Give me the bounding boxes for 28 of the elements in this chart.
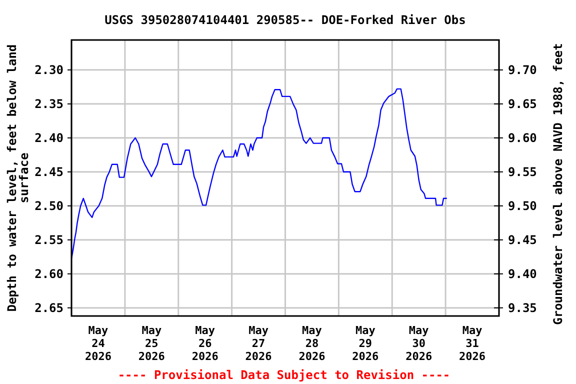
x-tick-label: May 30 2026 bbox=[406, 324, 432, 363]
y2-axis-title: Groundwater level above NAVD 1988, feet bbox=[551, 43, 565, 325]
y2-tick-label: 9.45 bbox=[508, 233, 537, 248]
x-tick-label: May 25 2026 bbox=[138, 324, 166, 363]
y2-tick-label: 9.40 bbox=[508, 267, 537, 282]
y-tick-label: 2.40 bbox=[34, 131, 64, 146]
y-tick-label: 2.35 bbox=[34, 97, 64, 112]
y-tick-label: 2.50 bbox=[34, 199, 64, 214]
y-axis-title: Depth to water level, feet below land surface bbox=[5, 44, 31, 312]
y-tick-label: 2.60 bbox=[34, 267, 64, 282]
x-tick-label: May 31 2026 bbox=[459, 324, 486, 363]
text: ---- Provisional Data Subject to Revision ---- bbox=[118, 368, 450, 382]
y-tick-label: 2.30 bbox=[34, 63, 64, 78]
x-tick-label: May 26 2026 bbox=[192, 324, 219, 363]
y-tick-label: 2.45 bbox=[34, 165, 64, 180]
x-tick-label: May 24 2026 bbox=[84, 324, 112, 363]
y-tick-label: 2.55 bbox=[34, 233, 64, 248]
chart-title: USGS 395028074104401 290585-- DOE-Forked River Obs bbox=[104, 13, 466, 27]
y2-tick-label: 9.70 bbox=[508, 63, 537, 78]
x-tick-label: May 28 2026 bbox=[298, 324, 326, 363]
y2-tick-label: 9.35 bbox=[508, 301, 537, 316]
y2-tick-label: 9.50 bbox=[508, 199, 537, 214]
y2-tick-label: 9.55 bbox=[508, 165, 537, 180]
x-tick-label: May 29 2026 bbox=[352, 324, 380, 363]
y2-tick-label: 9.60 bbox=[508, 131, 537, 146]
y2-tick-label: 9.65 bbox=[508, 97, 537, 112]
y-tick-label: 2.65 bbox=[34, 301, 64, 316]
x-tick-label: May 27 2026 bbox=[245, 324, 272, 363]
